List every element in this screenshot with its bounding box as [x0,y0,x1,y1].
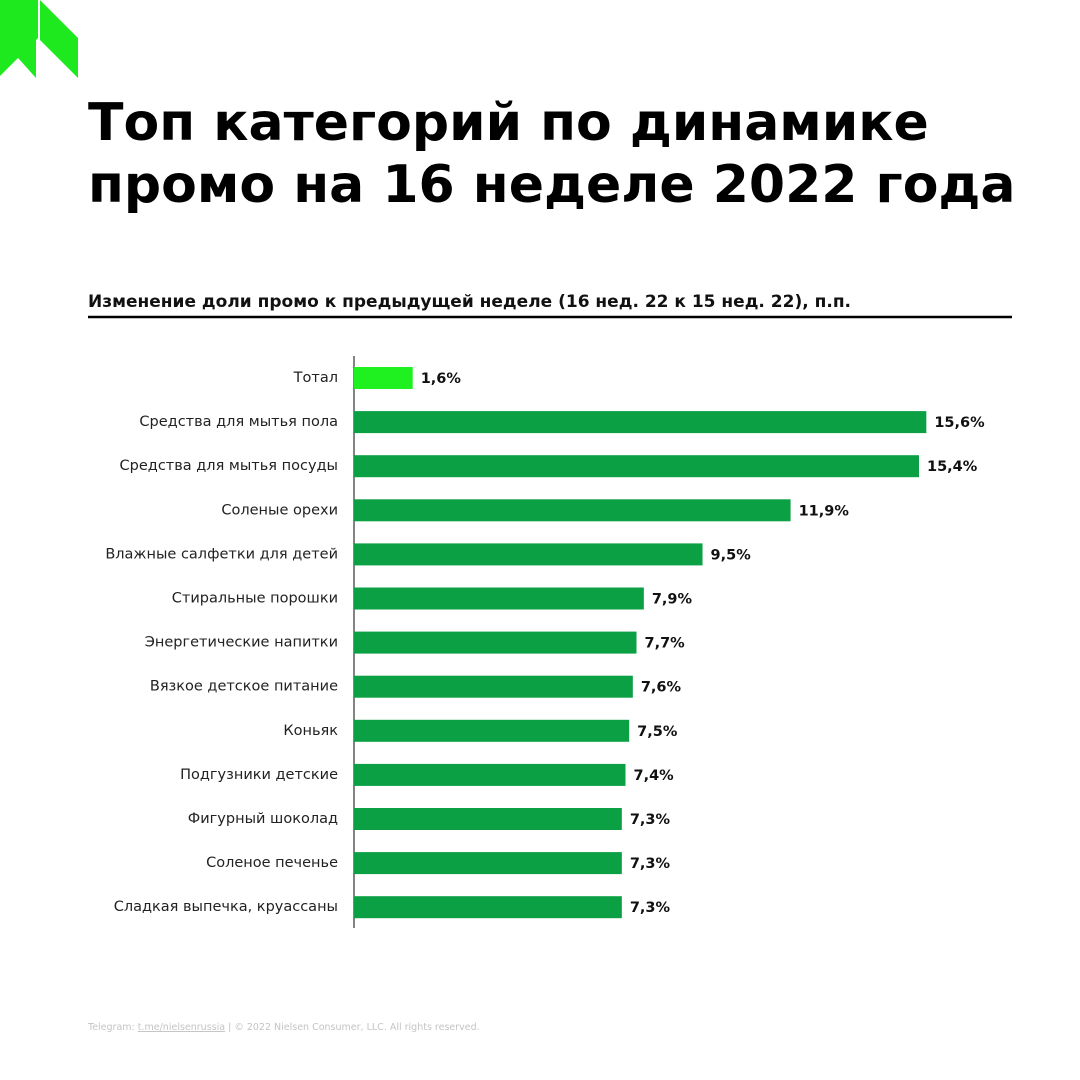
logo [0,0,78,78]
category-label: Соленые орехи [221,502,338,518]
bar [354,719,630,742]
footer: Telegram: t.me/nielsenrussia | © 2022 Ni… [87,1022,480,1033]
category-label: Коньяк [283,723,338,739]
value-label: 9,5% [711,547,752,563]
value-label: 7,3% [630,900,671,916]
value-label: 7,5% [637,724,678,740]
value-label: 7,3% [630,856,671,872]
value-label: 7,6% [641,680,682,696]
value-label: 11,9% [799,503,850,519]
category-label: Стиральные порошки [172,591,338,607]
value-label: 7,4% [633,768,674,784]
category-label: Тотал [293,370,338,386]
bar [354,367,413,389]
bar [354,896,622,919]
footer-label: Telegram: [87,1022,135,1033]
bar [354,808,622,830]
category-label: Энергетические напитки [145,635,338,651]
bar [354,411,927,434]
category-label: Сладкая выпечка, круассаны [114,899,338,915]
category-label: Влажные салфетки для детей [105,546,338,562]
bar [354,499,791,522]
value-label: 15,6% [934,415,985,431]
value-label: 1,6% [421,371,462,387]
category-label: Средства для мытья посуды [120,458,338,474]
category-label: Фигурный шоколад [188,811,338,827]
value-label: 7,9% [652,592,693,608]
value-label: 7,3% [630,812,671,828]
bar [354,675,633,698]
bar [354,852,622,875]
value-label: 7,7% [644,636,685,652]
category-label: Вязкое детское питание [150,679,338,695]
category-label: Подгузники детские [180,767,338,783]
footer-copyright: | © 2022 Nielsen Consumer, LLC. All righ… [228,1022,480,1033]
bar [354,455,919,478]
value-label: 15,4% [927,459,978,475]
bar [354,763,626,786]
title-line: промо на 16 неделе 2022 года [88,155,1016,215]
bar [354,631,637,654]
footer-link[interactable]: t.me/nielsenrussia [138,1022,225,1033]
bar [354,543,703,566]
category-label: Соленое печенье [206,855,338,871]
subtitle: Изменение доли промо к предыдущей неделе… [88,292,851,312]
bar [354,587,644,610]
title-line: Топ категорий по динамике [88,93,929,153]
category-label: Средства для мытья пола [139,414,338,430]
